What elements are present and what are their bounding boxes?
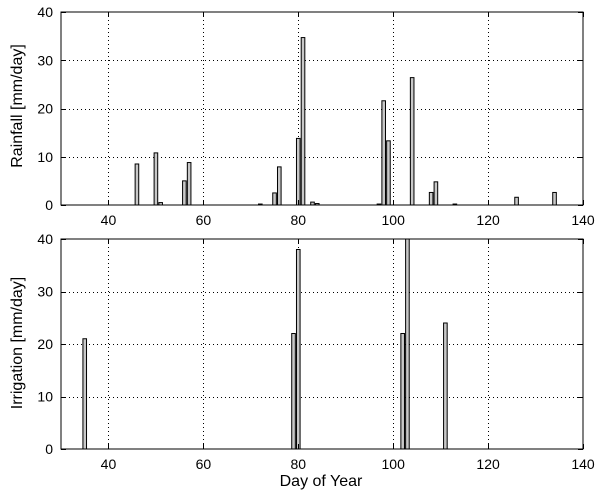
y-tick-label: 10 <box>37 149 53 165</box>
rainfall-bar <box>153 152 159 206</box>
irrigation-x-axis-label: Day of Year <box>280 473 363 490</box>
rainfall-bar <box>381 100 386 206</box>
x-tick-label: 120 <box>476 212 500 228</box>
x-tick-label: 40 <box>101 212 117 228</box>
rainfall-bar <box>514 196 519 206</box>
x-tick-label: 60 <box>196 212 212 228</box>
rainfall-bar <box>409 77 415 206</box>
rainfall-bar <box>552 191 557 206</box>
rainfall-tick-labels: 40 60 80 100 120 140 0 10 20 30 40 <box>37 4 594 228</box>
y-tick-label: 30 <box>37 52 53 68</box>
x-tick-label: 80 <box>290 212 306 228</box>
y-tick-label: 30 <box>37 284 53 300</box>
x-tick-label: 120 <box>476 456 500 472</box>
x-tick-label: 140 <box>571 212 595 228</box>
irrigation-bar <box>443 322 448 450</box>
x-tick-label: 100 <box>382 456 406 472</box>
irrigation-grid <box>61 239 583 449</box>
x-tick-label: 40 <box>101 456 117 472</box>
y-tick-label: 40 <box>37 231 53 247</box>
x-tick-label: 100 <box>382 212 406 228</box>
rainfall-bar <box>276 166 282 206</box>
x-tick-label: 60 <box>196 456 212 472</box>
y-tick-label: 20 <box>37 336 53 352</box>
irrigation-axes-frame <box>60 238 584 450</box>
rainfall-ticks <box>61 12 584 206</box>
rainfall-y-axis-label: Rainfall [mm/day] <box>9 44 26 168</box>
irrigation-bar <box>291 333 296 450</box>
y-tick-label: 40 <box>37 4 53 20</box>
irrigation-y-axis-label: Irrigation [mm/day] <box>9 277 26 409</box>
rainfall-bar <box>433 181 439 206</box>
rainfall-bar <box>272 192 277 206</box>
y-tick-label: 0 <box>45 441 53 457</box>
x-tick-label: 80 <box>290 456 306 472</box>
y-tick-label: 20 <box>37 101 53 117</box>
rainfall-bar <box>182 180 187 206</box>
irrigation-bar <box>82 338 88 450</box>
rainfall-bar <box>295 137 301 206</box>
irrigation-bar <box>295 249 301 450</box>
y-tick-label: 0 <box>45 197 53 213</box>
y-tick-label: 10 <box>37 389 53 405</box>
rainfall-panel: Rainfall [mm/day] 40 60 80 100 120 140 0 10 20 30… <box>9 4 595 228</box>
irrigation-panel: Irrigation [mm/day] 40 60 80 100 120 140 0 10 20… <box>9 231 595 490</box>
rainfall-bar <box>428 191 434 206</box>
irrigation-bar <box>405 238 410 450</box>
x-tick-label: 140 <box>571 456 595 472</box>
irrigation-tick-labels: 40 60 80 100 120 140 0 10 20 30 40 <box>37 231 594 472</box>
rainfall-bars <box>134 37 557 206</box>
irrigation-bar <box>400 333 405 450</box>
rainfall-grid <box>61 12 583 205</box>
rainfall-axes-frame <box>60 11 584 206</box>
rainfall-bar <box>134 163 140 206</box>
rainfall-bar <box>386 140 391 206</box>
rainfall-bar <box>300 37 306 206</box>
rainfall-bar <box>186 162 192 206</box>
